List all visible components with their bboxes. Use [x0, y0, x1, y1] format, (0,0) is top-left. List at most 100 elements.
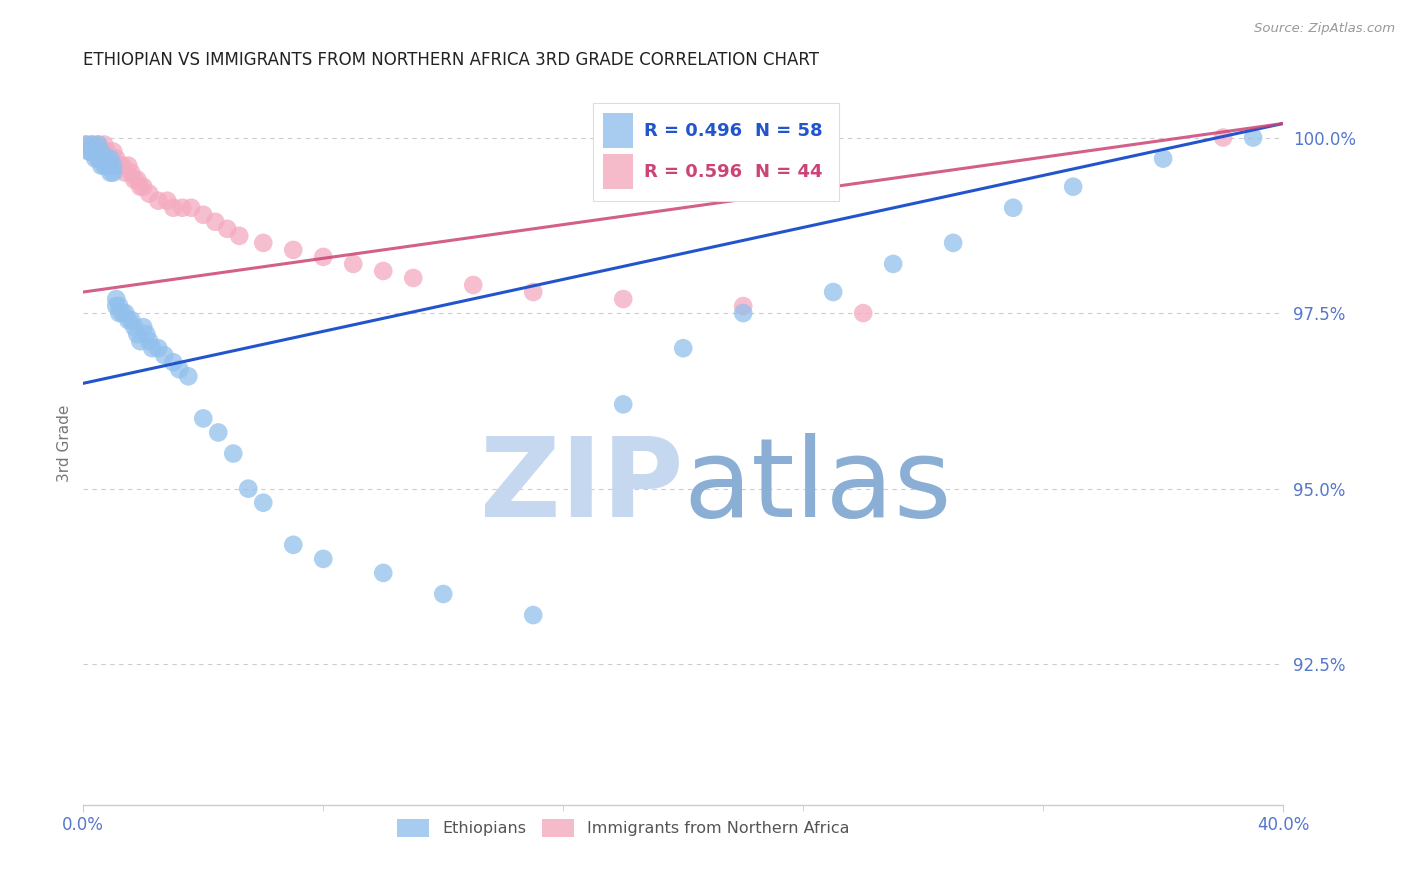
FancyBboxPatch shape: [603, 154, 633, 189]
Point: [148, 341, 170, 355]
Point: [82, 137, 104, 152]
Point: [79, 145, 101, 159]
Point: [283, 538, 305, 552]
Point: [105, 152, 128, 166]
Point: [75, 137, 97, 152]
Point: [373, 264, 395, 278]
Point: [87, 137, 110, 152]
Point: [93, 159, 115, 173]
Point: [1002, 201, 1025, 215]
Point: [141, 341, 163, 355]
Point: [105, 299, 128, 313]
Point: [132, 320, 155, 334]
Point: [108, 299, 131, 313]
Point: [87, 152, 110, 166]
FancyBboxPatch shape: [593, 103, 839, 201]
Point: [1152, 152, 1174, 166]
Point: [1212, 130, 1234, 145]
Point: [162, 355, 184, 369]
Point: [120, 313, 142, 327]
Point: [942, 235, 965, 250]
Point: [84, 145, 107, 159]
Point: [135, 327, 157, 342]
Point: [75, 137, 97, 152]
Point: [162, 201, 184, 215]
FancyBboxPatch shape: [603, 113, 633, 148]
Point: [138, 334, 160, 348]
Point: [312, 250, 335, 264]
Point: [114, 166, 136, 180]
Point: [103, 159, 125, 173]
Point: [193, 208, 215, 222]
Point: [87, 152, 110, 166]
Point: [733, 306, 755, 320]
Point: [612, 292, 634, 306]
Point: [117, 313, 139, 327]
Point: [342, 257, 364, 271]
Point: [138, 186, 160, 201]
Point: [672, 341, 695, 355]
Point: [93, 152, 115, 166]
Point: [98, 152, 121, 166]
Point: [108, 159, 131, 173]
Point: [96, 152, 118, 166]
Point: [852, 306, 875, 320]
Text: N = 44: N = 44: [755, 162, 823, 181]
Point: [169, 362, 191, 376]
Point: [117, 159, 139, 173]
Point: [283, 243, 305, 257]
Point: [180, 201, 202, 215]
Point: [1241, 130, 1264, 145]
Point: [90, 145, 112, 159]
Point: [823, 285, 845, 299]
Point: [79, 145, 101, 159]
Point: [105, 292, 128, 306]
Point: [87, 137, 110, 152]
Point: [207, 425, 229, 440]
Point: [90, 145, 112, 159]
Point: [1062, 179, 1084, 194]
Point: [114, 306, 136, 320]
Point: [111, 306, 134, 320]
Point: [432, 587, 454, 601]
Point: [98, 166, 121, 180]
Point: [111, 159, 134, 173]
Point: [204, 215, 226, 229]
Point: [882, 257, 904, 271]
Text: atlas: atlas: [683, 433, 952, 540]
Text: R = 0.596: R = 0.596: [644, 162, 742, 181]
Text: ZIP: ZIP: [479, 433, 683, 540]
Point: [222, 446, 245, 460]
Point: [82, 145, 104, 159]
Point: [733, 299, 755, 313]
Point: [238, 482, 260, 496]
Point: [98, 152, 121, 166]
Point: [103, 166, 125, 180]
Point: [522, 608, 544, 623]
Point: [93, 137, 115, 152]
Point: [252, 496, 274, 510]
Point: [156, 194, 179, 208]
Point: [103, 145, 125, 159]
Point: [127, 172, 149, 186]
Point: [120, 166, 142, 180]
Point: [402, 271, 425, 285]
Point: [90, 159, 112, 173]
Point: [312, 552, 335, 566]
Point: [228, 228, 250, 243]
Point: [172, 201, 194, 215]
Y-axis label: 3rd Grade: 3rd Grade: [58, 404, 72, 482]
Point: [96, 145, 118, 159]
Point: [373, 566, 395, 580]
Point: [177, 369, 200, 384]
Text: ETHIOPIAN VS IMMIGRANTS FROM NORTHERN AFRICA 3RD GRADE CORRELATION CHART: ETHIOPIAN VS IMMIGRANTS FROM NORTHERN AF…: [83, 51, 820, 69]
Point: [129, 334, 152, 348]
Text: R = 0.496: R = 0.496: [644, 121, 742, 139]
Point: [108, 306, 131, 320]
Point: [252, 235, 274, 250]
Point: [463, 278, 485, 293]
Point: [84, 152, 107, 166]
Point: [522, 285, 544, 299]
Legend: Ethiopians, Immigrants from Northern Africa: Ethiopians, Immigrants from Northern Afr…: [391, 813, 856, 844]
Point: [132, 179, 155, 194]
